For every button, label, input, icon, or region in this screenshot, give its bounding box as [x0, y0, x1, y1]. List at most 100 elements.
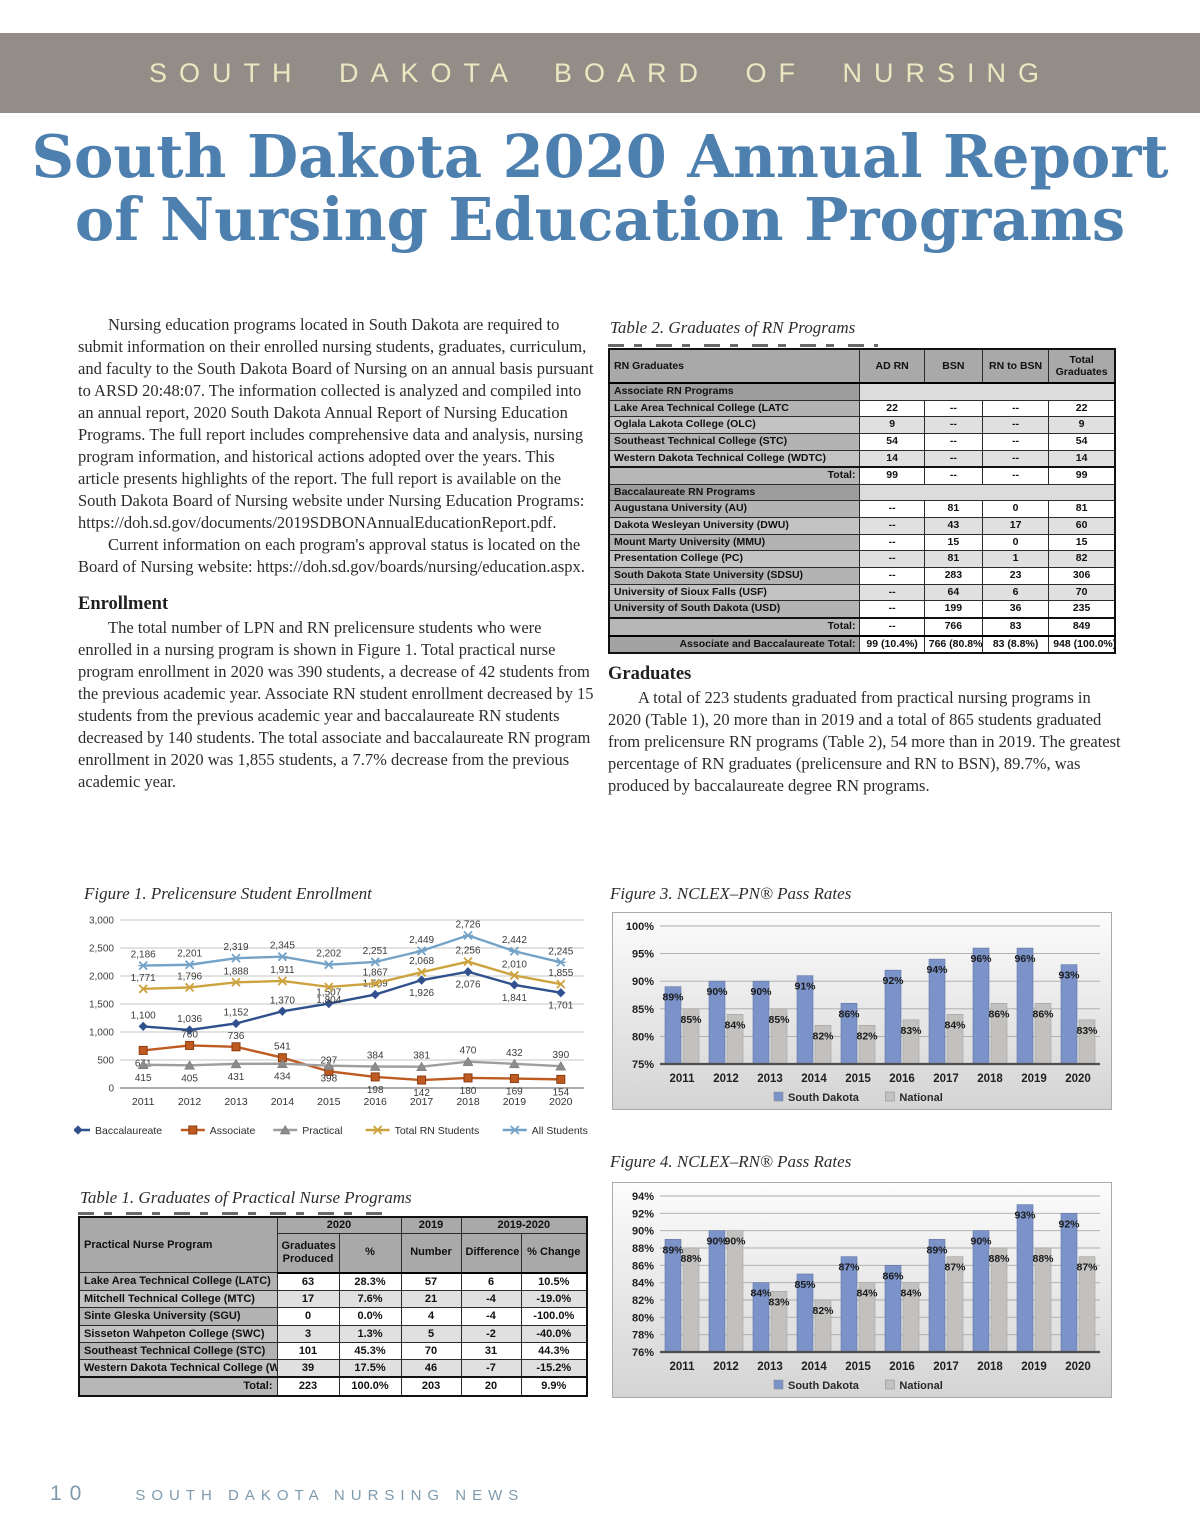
grand-total-value: 99 (10.4%) [859, 634, 925, 654]
value-cell: 57 [400, 1272, 462, 1291]
section-row: Associate RN Programs [608, 382, 1116, 401]
value-cell: 306 [1048, 567, 1116, 585]
banner-title: SOUTH DAKOTA BOARD OF NURSING [148, 57, 1052, 88]
table1-caption: Table 1. Graduates of Practical Nurse Pr… [80, 1188, 412, 1207]
table-row: Southeast Technical College (STC) 101 45.3… [78, 1341, 588, 1361]
page-title: South Dakota 2020 Annual Report of Nursin… [0, 125, 1200, 251]
svg-text:2,186: 2,186 [131, 950, 156, 961]
svg-text:85%: 85% [680, 1014, 702, 1026]
svg-text:1,507: 1,507 [316, 988, 341, 999]
program-name: Mitchell Technical College (MTC) [78, 1289, 278, 1309]
svg-text:84%: 84% [944, 1019, 966, 1031]
svg-text:2011: 2011 [670, 1073, 696, 1085]
total-value: 100.0% [338, 1376, 402, 1397]
svg-text:90%: 90% [750, 986, 772, 998]
svg-text:83%: 83% [1076, 1025, 1098, 1037]
svg-text:390: 390 [552, 1050, 569, 1061]
svg-text:82%: 82% [632, 1295, 654, 1307]
grand-total-value: 83 (8.8%) [981, 634, 1050, 654]
svg-text:78%: 78% [632, 1330, 654, 1342]
value-cell: -15.2% [520, 1359, 588, 1378]
svg-text:415: 415 [135, 1073, 152, 1084]
total-value: 223 [276, 1376, 340, 1397]
svg-text:2,076: 2,076 [455, 980, 480, 991]
value-cell: 60 [1048, 517, 1116, 535]
value-cell: 82 [1048, 550, 1116, 569]
svg-text:85%: 85% [794, 1279, 816, 1291]
svg-text:3,000: 3,000 [89, 916, 114, 927]
section-label: Associate RN Programs [608, 382, 861, 401]
series-all-students: 2,186 2,201 2,319 2,345 2,202 2,251 2,449 2,726… [131, 919, 574, 971]
total-value: 20 [460, 1376, 522, 1397]
column-header: Number [400, 1232, 462, 1274]
svg-text:736: 736 [228, 1031, 245, 1042]
footer-text: SOUTH DAKOTA NURSING NEWS [135, 1487, 525, 1504]
svg-text:2,202: 2,202 [316, 949, 341, 960]
value-cell: 45.3% [338, 1341, 402, 1361]
value-cell: 17 [981, 517, 1050, 535]
svg-text:2015: 2015 [845, 1361, 871, 1373]
svg-text:198: 198 [367, 1085, 384, 1096]
total-value: 203 [400, 1376, 462, 1397]
svg-text:90%: 90% [706, 986, 728, 998]
svg-text:Total RN Students: Total RN Students [395, 1125, 480, 1137]
svg-text:180: 180 [460, 1086, 477, 1097]
svg-text:1,500: 1,500 [89, 1000, 114, 1011]
grand-total-row: Associate and Baccalaureate Total: 99 (10… [608, 634, 1116, 654]
table-row: Western Dakota Technical College (WDTC) 1… [608, 449, 1116, 468]
svg-text:84%: 84% [724, 1019, 746, 1031]
svg-text:2011: 2011 [132, 1096, 155, 1108]
value-cell: 28.3% [338, 1272, 402, 1291]
svg-text:2017: 2017 [933, 1073, 959, 1085]
value-cell: 15 [923, 533, 983, 552]
value-cell: 70 [400, 1341, 462, 1361]
bar-national [726, 1230, 744, 1353]
table2-caption: Table 2. Graduates of RN Programs [610, 318, 856, 337]
right-column: Graduates A total of 223 students gradua… [608, 664, 1124, 797]
svg-text:1,926: 1,926 [409, 988, 434, 999]
graduates-heading: Graduates [608, 664, 692, 684]
svg-text:2017: 2017 [410, 1096, 434, 1108]
svg-text:80%: 80% [632, 1031, 654, 1043]
value-cell: 81 [923, 500, 983, 519]
svg-text:National: National [899, 1380, 942, 1392]
svg-text:2014: 2014 [271, 1096, 295, 1108]
column-header: Graduates Produced [276, 1232, 340, 1274]
series-practical: 415 405 431 434 398 384 381 470 432 390 [135, 1046, 570, 1085]
svg-text:1,911: 1,911 [270, 965, 295, 976]
program-name: Lake Area Technical College (LATC) [78, 1272, 278, 1291]
svg-text:2,345: 2,345 [270, 941, 295, 952]
figure1-caption: Figure 1. Prelicensure Student Enrollmen… [84, 884, 372, 903]
svg-text:1,867: 1,867 [363, 967, 388, 978]
svg-text:89%: 89% [926, 1244, 948, 1256]
svg-text:South Dakota: South Dakota [788, 1092, 860, 1104]
total-value: 99 [859, 466, 925, 485]
svg-text:470: 470 [460, 1046, 477, 1057]
bar-south-dakota [1016, 1204, 1034, 1353]
value-cell: -- [981, 449, 1050, 468]
svg-text:1,771: 1,771 [131, 973, 156, 984]
value-cell: 63 [276, 1272, 340, 1291]
svg-text:2,449: 2,449 [409, 935, 434, 946]
svg-text:87%: 87% [838, 1262, 860, 1274]
svg-text:86%: 86% [1032, 1008, 1054, 1020]
value-cell: -- [923, 416, 983, 434]
svg-text:87%: 87% [1076, 1262, 1098, 1274]
value-cell: 21 [400, 1289, 462, 1309]
column-header: RN Graduates [608, 348, 861, 384]
value-cell: -- [981, 399, 1050, 418]
svg-text:1,036: 1,036 [177, 1014, 202, 1025]
program-name: Southeast Technical College (STC) [608, 432, 861, 451]
svg-text:83%: 83% [900, 1025, 922, 1037]
value-cell: 22 [859, 399, 925, 418]
value-cell: -- [859, 600, 925, 619]
grand-total-label: Associate and Baccalaureate Total: [608, 634, 861, 654]
program-name: Presentation College (PC) [608, 550, 861, 569]
value-cell: 14 [1048, 449, 1116, 468]
table-row: Southeast Technical College (STC) 54 -- -- 5… [608, 432, 1116, 451]
table-row: Lake Area Technical College (LATC 22 -- -- 2… [608, 399, 1116, 418]
value-cell: 0 [981, 500, 1050, 519]
svg-text:Baccalaureate: Baccalaureate [95, 1125, 162, 1137]
value-cell: -- [923, 449, 983, 468]
